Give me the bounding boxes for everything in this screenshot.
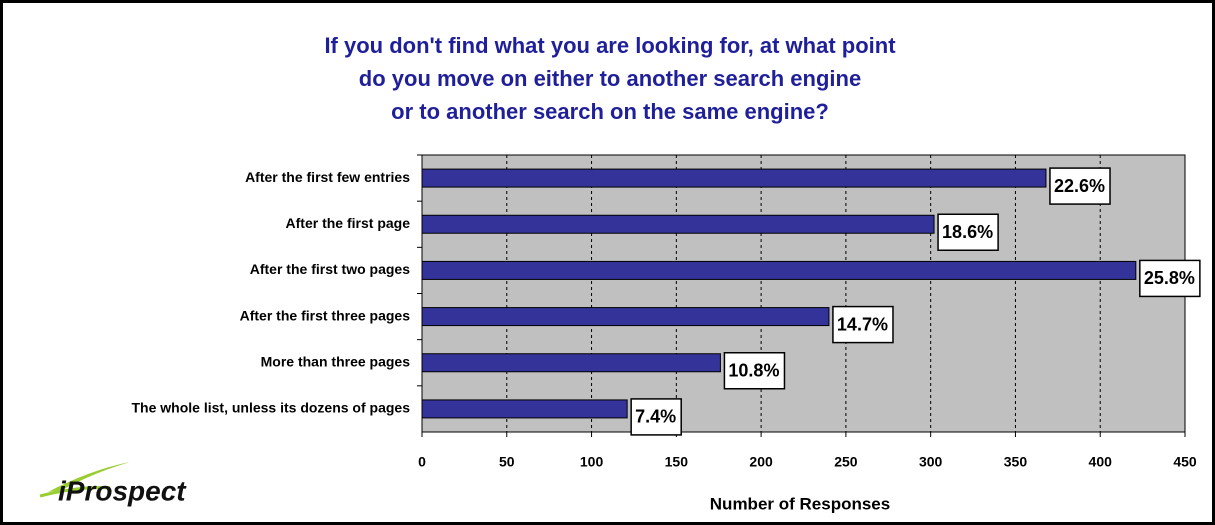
y-tick-label: After the first two pages xyxy=(250,261,410,277)
y-tick-label: After the first three pages xyxy=(240,307,411,323)
data-label: 18.6% xyxy=(942,222,993,242)
logo: iProspect xyxy=(58,475,187,506)
data-label-box xyxy=(723,352,786,390)
bar xyxy=(421,353,721,373)
data-label: 10.8% xyxy=(728,361,779,381)
data-label: 14.7% xyxy=(837,314,888,334)
bar xyxy=(421,307,830,327)
data-label-box xyxy=(937,213,999,251)
bar xyxy=(421,168,1047,188)
bar xyxy=(421,260,1137,280)
x-tick-label: 250 xyxy=(834,454,858,470)
x-tick-label: 100 xyxy=(580,454,604,470)
chart-title: or to another search on the same engine? xyxy=(391,99,829,124)
x-tick-label: 0 xyxy=(418,454,426,470)
data-label-box xyxy=(1139,259,1201,298)
x-tick-label: 50 xyxy=(499,454,515,470)
chart-title: do you move on either to another search … xyxy=(359,66,861,91)
logo-swoosh xyxy=(48,462,130,492)
chart-title: If you don't find what you are looking f… xyxy=(324,33,896,58)
x-tick-label: 200 xyxy=(749,454,773,470)
data-label: 25.8% xyxy=(1144,268,1195,288)
data-label-box xyxy=(1049,167,1111,205)
x-axis-title: Number of Responses xyxy=(710,494,890,513)
x-tick-label: 300 xyxy=(919,454,943,470)
y-tick-label: After the first few entries xyxy=(245,169,410,185)
x-tick-label: 450 xyxy=(1173,454,1197,470)
data-label: 22.6% xyxy=(1054,176,1105,196)
x-tick-label: 400 xyxy=(1089,454,1113,470)
y-tick-label: After the first page xyxy=(286,215,411,231)
data-label-box xyxy=(832,305,894,344)
x-tick-label: 150 xyxy=(665,454,689,470)
bar xyxy=(421,399,628,419)
bar xyxy=(421,214,935,234)
data-label-box xyxy=(630,398,682,436)
logo-swoosh xyxy=(39,486,111,498)
x-tick-label: 350 xyxy=(1004,454,1028,470)
y-tick-label: The whole list, unless its dozens of pag… xyxy=(132,400,411,416)
y-tick-label: More than three pages xyxy=(261,353,411,369)
data-label: 7.4% xyxy=(635,407,676,427)
